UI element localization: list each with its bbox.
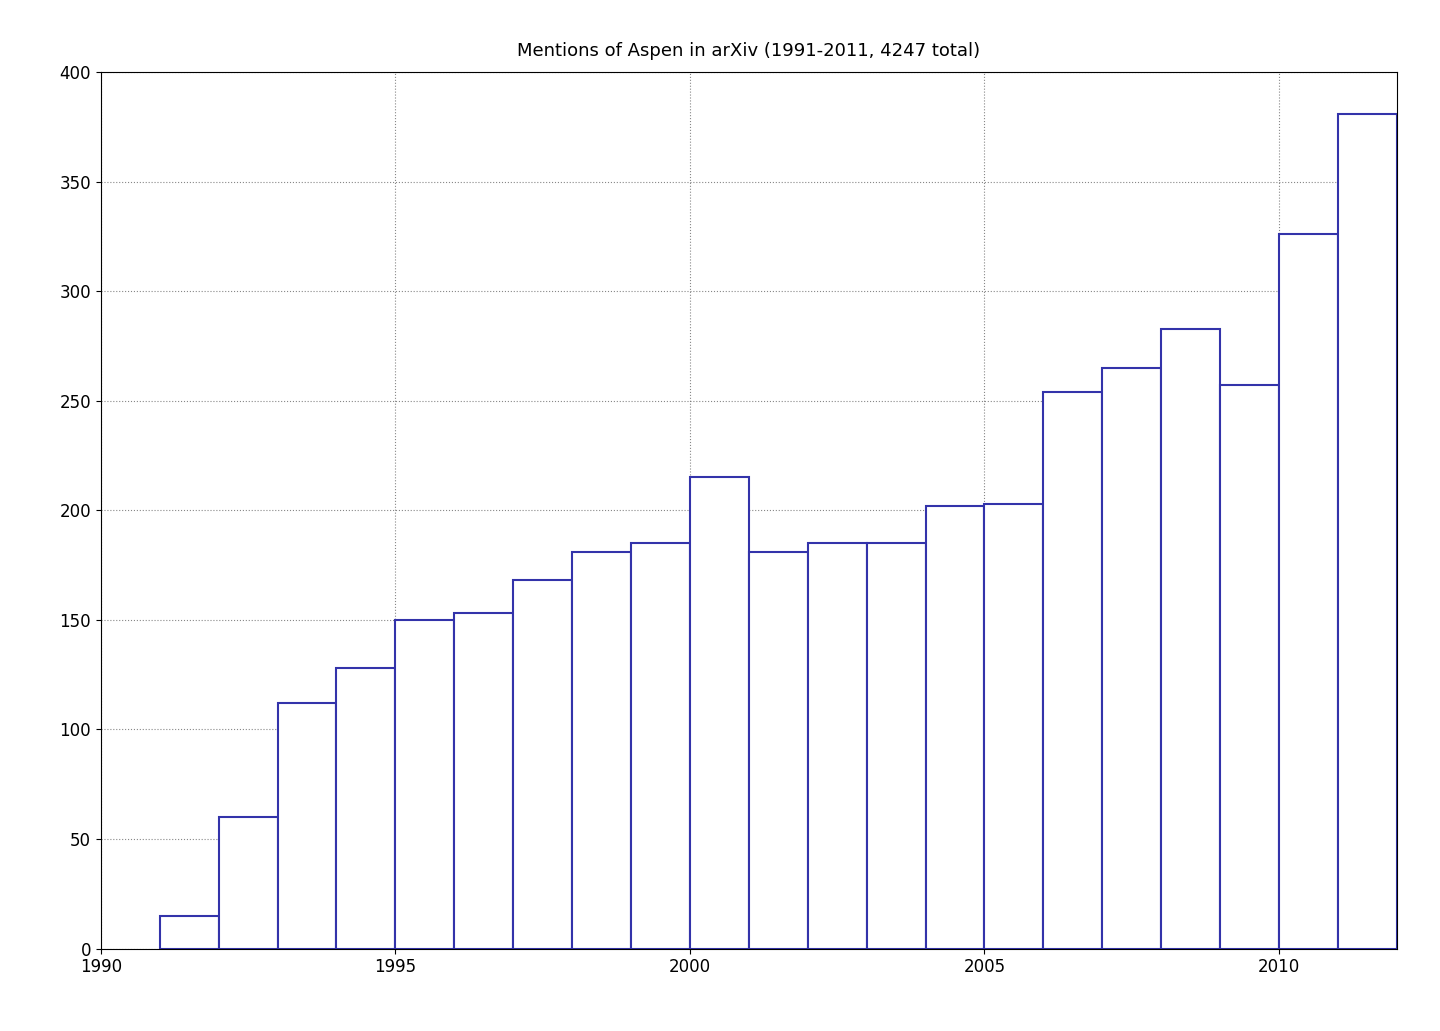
Bar — [1338, 113, 1397, 949]
Bar — [1220, 386, 1279, 949]
Bar — [867, 543, 926, 949]
Bar — [985, 504, 1044, 949]
Bar — [454, 613, 513, 949]
Bar — [219, 817, 278, 949]
Bar — [572, 552, 631, 949]
Bar — [1044, 392, 1102, 949]
Bar — [278, 703, 337, 949]
Bar — [690, 477, 749, 949]
Bar — [1279, 234, 1338, 949]
Title: Mentions of Aspen in arXiv (1991-2011, 4247 total): Mentions of Aspen in arXiv (1991-2011, 4… — [517, 41, 981, 60]
Bar — [513, 580, 572, 949]
Bar — [631, 543, 690, 949]
Bar — [749, 552, 808, 949]
Bar — [396, 620, 454, 949]
Bar — [1161, 329, 1220, 949]
Bar — [808, 543, 867, 949]
Bar — [337, 668, 396, 949]
Bar — [926, 506, 985, 949]
Bar — [1102, 368, 1161, 949]
Bar — [160, 916, 219, 949]
